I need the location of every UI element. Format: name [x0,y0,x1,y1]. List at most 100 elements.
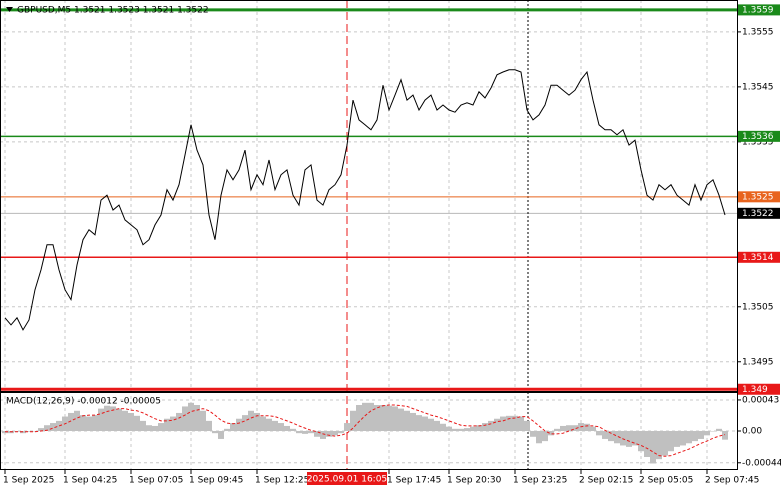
x-tick-label: 1 Sep 20:30 [447,476,502,486]
macd-bar [308,431,314,434]
macd-bar [26,431,32,432]
macd-bar [470,426,476,431]
macd-bar [350,410,356,431]
macd-bar [476,425,482,431]
y-tick-label: 1.3495 [742,357,774,367]
macd-bar [440,423,446,431]
macd-bar [194,405,200,431]
macd-bar [152,425,158,431]
macd-bar [134,415,140,431]
macd-bar [38,428,44,431]
macd-bar [428,418,434,431]
macd-bar [590,426,596,431]
x-tick-label: 2 Sep 05:05 [639,476,693,486]
macd-bar [608,431,614,442]
macd-bar [434,420,440,431]
macd-bar [710,431,716,432]
macd-bar [110,406,116,431]
macd-bar [158,423,164,431]
macd-bar [368,402,374,431]
macd-bar [638,431,644,452]
macd-bar [212,431,218,434]
macd-bar [68,412,74,431]
macd-bar [92,415,98,431]
macd-bar [248,410,254,431]
macd-bar [386,405,392,431]
macd-bar [506,415,512,431]
macd-bar [404,410,410,431]
macd-bar [722,431,728,440]
x-tick-label: 1 Sep 12:25 [255,476,309,486]
level-label: 1.3514 [742,253,774,263]
macd-bar [614,431,620,444]
macd-bar [50,423,56,431]
macd-bar [98,408,104,431]
macd-bar [146,425,152,431]
y-tick-label: 0.00 [742,427,762,437]
x-tick-label: 1 Sep 04:25 [63,476,117,486]
x-tick-label: 1 Sep 17:45 [387,476,441,486]
macd-bar [80,415,86,431]
macd-bar [572,425,578,431]
macd-bar [698,431,704,439]
macd-bar [716,428,722,431]
y-tick-label: 1.3545 [742,82,774,92]
y-tick-label: -0.00044 [742,458,781,468]
macd-bar [164,418,170,431]
macd-bar [602,431,608,439]
level-label-box [738,130,780,142]
macd-bar [398,408,404,431]
macd-bar [668,431,674,452]
macd-bar [122,410,128,431]
macd-bar [542,431,548,442]
macd-bar [44,425,50,431]
y-tick-label: 1.3535 [742,137,774,147]
level-label: 1.3536 [742,132,774,142]
macd-bar [704,431,710,436]
macd-bar [86,416,92,431]
symbol-arrow [6,7,13,12]
macd-bar [500,416,506,431]
macd-bar [410,412,416,431]
macd-bar [560,425,566,431]
macd-bar [620,431,626,446]
macd-bar [482,423,488,431]
level-label: 1.3525 [742,192,774,202]
macd-panel-frame [0,392,738,470]
macd-bar [320,431,326,439]
macd-bar [692,431,698,442]
level-label-box [738,383,780,395]
level-label: 1.3559 [742,5,774,15]
macd-bar [548,431,554,436]
macd-bar [230,423,236,431]
level-label-box [738,251,780,263]
macd-bar [626,431,632,447]
macd-bar [332,431,338,436]
macd-title: MACD(12,26,9) -0.00012 -0.00005 [6,397,161,407]
macd-bar [338,431,344,434]
macd-bar [224,428,230,431]
macd-bar [296,431,302,434]
level-label: 1.349 [742,385,768,395]
macd-bar [236,418,242,431]
y-tick-label: 0.00043 [742,395,779,405]
macd-bar [266,418,272,431]
level-label: 1.3522 [742,209,774,219]
macd-bar [116,408,122,431]
level-label-box [738,191,780,203]
macd-bar [518,416,524,431]
macd-bar [446,426,452,431]
macd-bar [104,405,110,431]
macd-bar [56,420,62,431]
macd-bar [674,431,680,447]
macd-bar [182,406,188,431]
y-tick-label: 1.3505 [742,302,774,312]
macd-bar [452,428,458,431]
level-label-box [738,4,780,16]
macd-bar [260,416,266,431]
macd-bar [662,431,668,456]
macd-bar [200,410,206,431]
macd-bar [680,431,686,446]
price-panel-frame [0,0,738,392]
